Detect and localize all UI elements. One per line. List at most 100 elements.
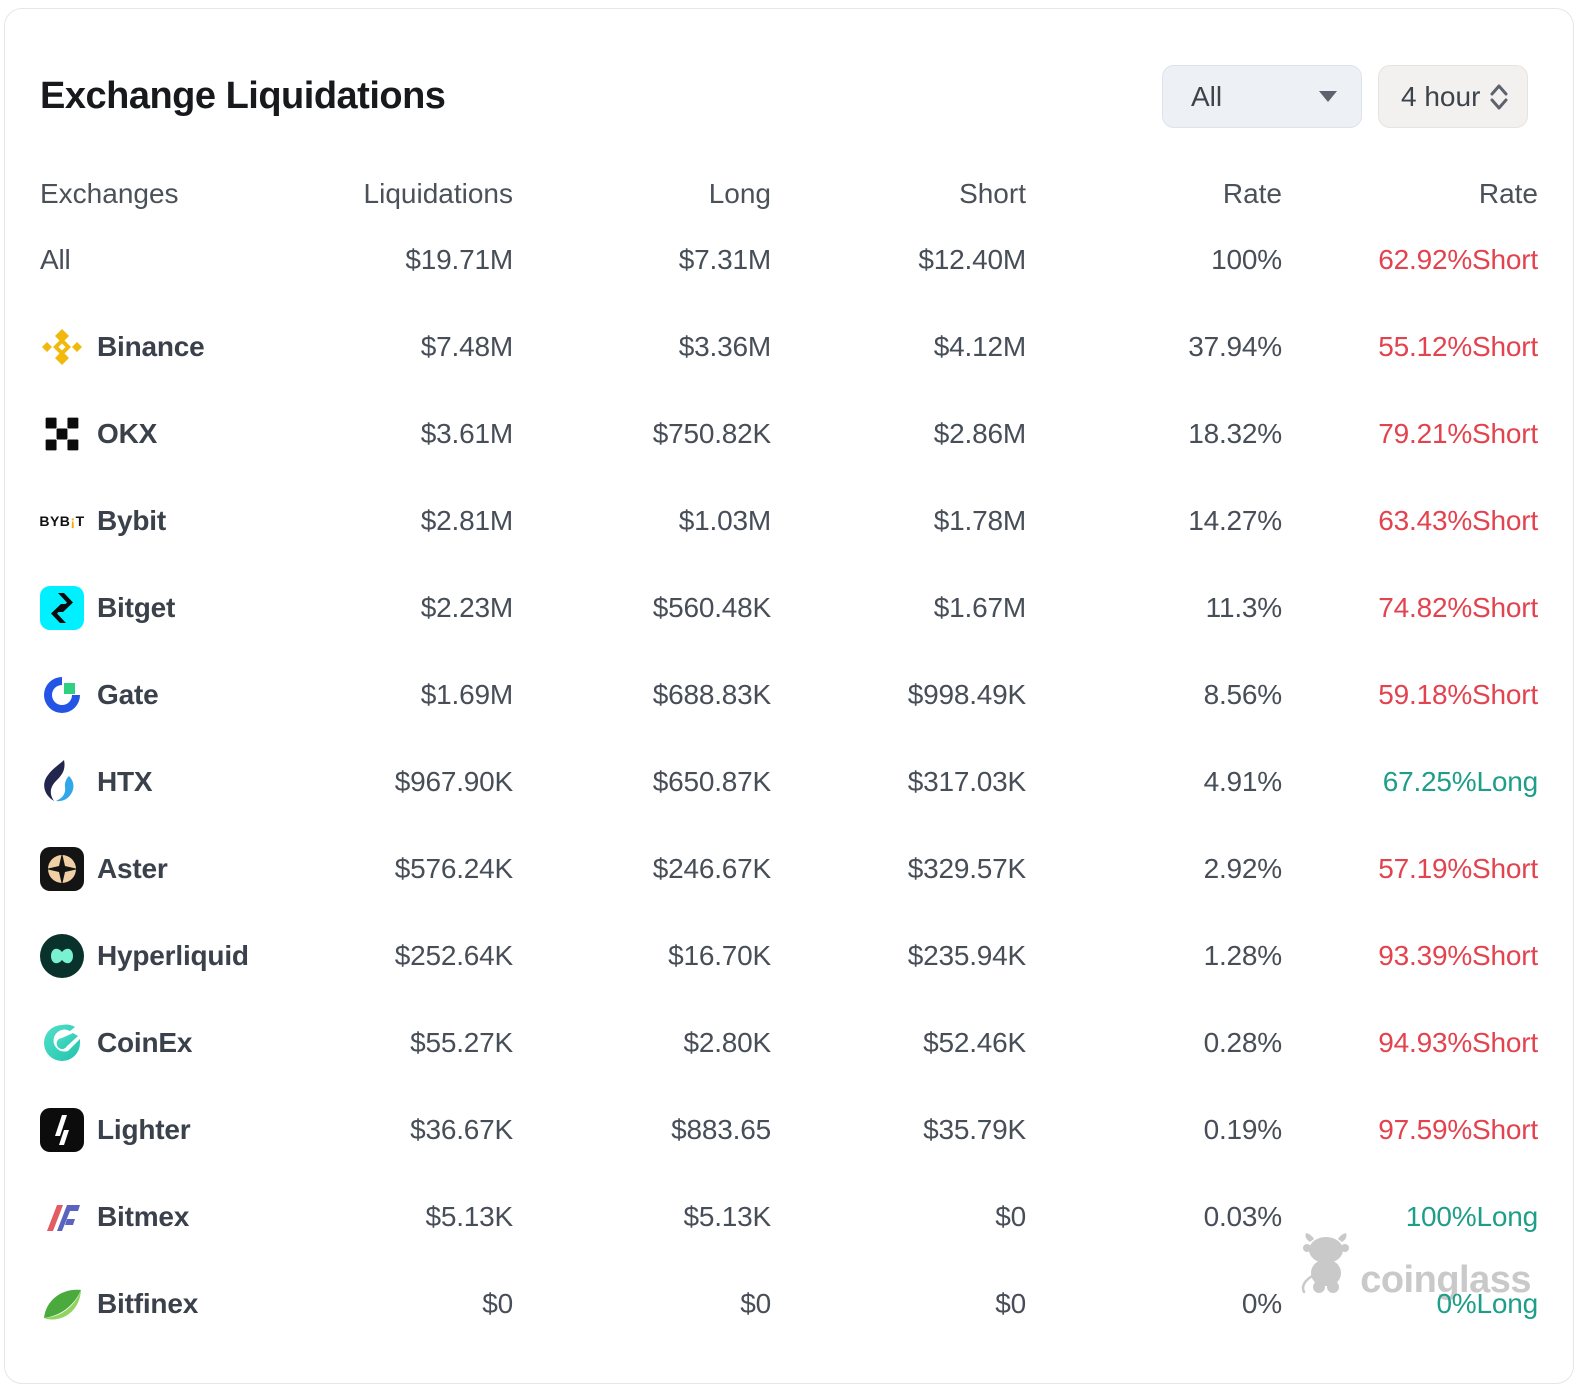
long-short-rate: 59.18%Short (1378, 678, 1538, 710)
rate-value: 0% (1241, 1287, 1282, 1319)
table-row[interactable]: HTX $967.90K $650.87K $317.03K 4.91% 67.… (5, 738, 1573, 825)
exchange-cell: BYB¡T Bybit (39, 499, 262, 543)
chevron-down-icon (1319, 91, 1337, 102)
short-value: $52.46K (923, 1026, 1026, 1058)
table-row[interactable]: Bitget $2.23M $560.48K $1.67M 11.3% 74.8… (5, 564, 1573, 651)
rate-value: 37.94% (1188, 330, 1282, 362)
liquidations-value: $5.13K (425, 1200, 513, 1232)
bitget-icon (40, 585, 84, 630)
liquidations-value: $3.61M (420, 417, 513, 449)
table-row[interactable]: Bitfinex $0 $0 $0 0% 0%Long (5, 1260, 1573, 1347)
short-value: $998.49K (907, 678, 1026, 710)
long-value: $16.70K (668, 939, 771, 971)
table-header: Exchanges Liquidations Long Short Rate Rate (5, 172, 1573, 216)
exchange-cell: HTX (40, 759, 262, 804)
rate-value: 0.03% (1203, 1200, 1283, 1232)
exchange-cell: Bitget (40, 585, 262, 630)
rate-value: 8.56% (1203, 678, 1283, 710)
long-short-rate: 93.39%Short (1378, 939, 1538, 971)
liquidations-value: $252.64K (394, 939, 513, 971)
binance-icon (40, 325, 84, 369)
table-row[interactable]: Bitmex $5.13K $5.13K $0 0.03% 100%Long (5, 1173, 1573, 1260)
column-header: Long (708, 178, 771, 209)
rate-value: 0.19% (1203, 1113, 1283, 1145)
long-short-rate: 0%Long (1436, 1287, 1538, 1319)
long-value: $3.36M (678, 330, 771, 362)
exchange-name: CoinEx (97, 1026, 193, 1058)
rate-value: 0.28% (1203, 1026, 1283, 1058)
bitmex-icon (40, 1195, 84, 1239)
long-value: $688.83K (652, 678, 771, 710)
long-short-rate: 67.25%Long (1382, 765, 1538, 797)
exchange-cell: Gate (40, 673, 262, 717)
exchange-cell: Lighter (40, 1107, 262, 1152)
long-value: $560.48K (652, 591, 771, 623)
exchange-cell: Binance (40, 325, 262, 369)
lighter-icon (40, 1107, 84, 1152)
chevron-updown-icon (1487, 82, 1511, 112)
page-title: Exchange Liquidations (40, 75, 446, 117)
long-short-rate: 100%Long (1405, 1200, 1539, 1232)
okx-icon (40, 412, 84, 456)
table-row[interactable]: Hyperliquid $252.64K $16.70K $235.94K 1.… (5, 912, 1573, 999)
exchange-cell: Bitmex (40, 1195, 262, 1239)
coinglass-watermark: coinglass (1298, 1232, 1531, 1299)
exchange-name: Aster (97, 852, 168, 884)
symbol-select[interactable]: All (1162, 65, 1362, 128)
table-row[interactable]: OKX $3.61M $750.82K $2.86M 18.32% 79.21%… (5, 390, 1573, 477)
exchange-name: Gate (97, 678, 159, 710)
short-value: $329.57K (907, 852, 1026, 884)
column-header: Rate (1478, 178, 1538, 209)
liquidations-value: $19.71M (405, 243, 513, 275)
interval-select[interactable]: 4 hour (1378, 65, 1528, 128)
long-value: $883.65 (671, 1113, 771, 1145)
liquidations-value: $36.67K (410, 1113, 513, 1145)
short-value: $317.03K (907, 765, 1026, 797)
short-value: $235.94K (907, 939, 1026, 971)
liquidations-value: $2.23M (420, 591, 513, 623)
long-value: $7.31M (678, 243, 771, 275)
exchange-name: HTX (97, 765, 153, 797)
exchange-name: Bitget (97, 591, 176, 623)
rate-value: 14.27% (1188, 504, 1282, 536)
long-value: $650.87K (652, 765, 771, 797)
aster-icon (40, 846, 84, 891)
table-row[interactable]: Aster $576.24K $246.67K $329.57K 2.92% 5… (5, 825, 1573, 912)
exchange-cell: Hyperliquid (40, 933, 262, 978)
short-value: $12.40M (918, 243, 1026, 275)
exchange-name: OKX (97, 417, 158, 449)
interval-select-value: 4 hour (1401, 80, 1481, 112)
table-row[interactable]: Lighter $36.67K $883.65 $35.79K 0.19% 97… (5, 1086, 1573, 1173)
table-row[interactable]: All $19.71M $7.31M $12.40M 100% 62.92%Sh… (5, 216, 1573, 303)
exchange-name: Bitmex (97, 1200, 190, 1232)
rate-value: 1.28% (1203, 939, 1283, 971)
liquidations-value: $2.81M (420, 504, 513, 536)
liquidations-value: $0 (482, 1287, 513, 1319)
long-short-rate: 94.93%Short (1378, 1026, 1538, 1058)
exchange-cell: All (40, 244, 262, 276)
liquidations-table: Exchanges Liquidations Long Short Rate Rate A… (5, 172, 1573, 1347)
rate-value: 18.32% (1188, 417, 1282, 449)
long-value: $246.67K (652, 852, 771, 884)
table-row[interactable]: BYB¡T Bybit $2.81M $1.03M $1.78M 14.27% … (5, 477, 1573, 564)
rate-value: 100% (1211, 243, 1282, 275)
long-short-rate: 74.82%Short (1378, 591, 1538, 623)
short-value: $1.78M (933, 504, 1026, 536)
table-row[interactable]: Binance $7.48M $3.36M $4.12M 37.94% 55.1… (5, 303, 1573, 390)
table-row[interactable]: CoinEx $55.27K $2.80K $52.46K 0.28% 94.9… (5, 999, 1573, 1086)
liquidations-value: $55.27K (410, 1026, 513, 1058)
column-header: Short (959, 178, 1026, 209)
table-row[interactable]: Gate $1.69M $688.83K $998.49K 8.56% 59.1… (5, 651, 1573, 738)
exchange-name: Bybit (97, 504, 167, 536)
short-value: $4.12M (933, 330, 1026, 362)
liquidations-value: $7.48M (420, 330, 513, 362)
long-short-rate: 63.43%Short (1378, 504, 1538, 536)
rate-value: 2.92% (1203, 852, 1283, 884)
long-short-rate: 55.12%Short (1378, 330, 1538, 362)
long-short-rate: 97.59%Short (1378, 1113, 1538, 1145)
column-header: Rate (1222, 178, 1282, 209)
card-header: Exchange Liquidations All 4 hour (5, 65, 1573, 128)
long-value: $2.80K (683, 1026, 771, 1058)
short-value: $1.67M (933, 591, 1026, 623)
exchange-cell: OKX (40, 412, 262, 456)
